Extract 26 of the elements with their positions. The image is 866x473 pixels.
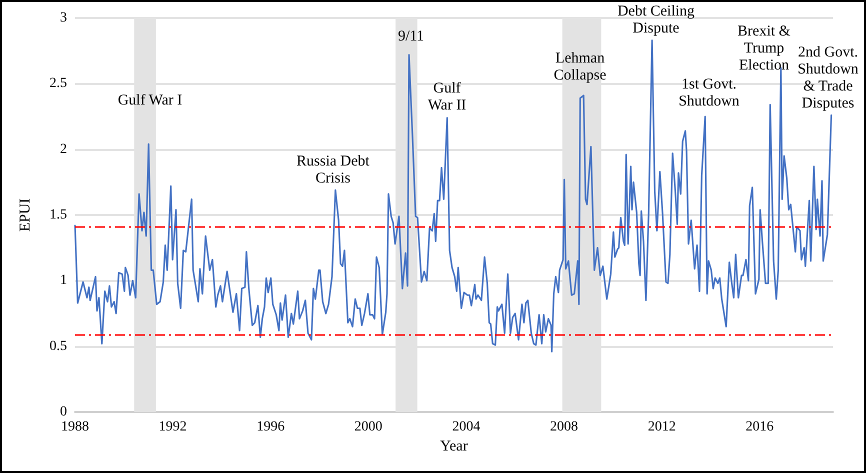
y-tick-label: 1 <box>60 273 67 288</box>
annotation: 2nd Govt. Shutdown & Trade Disputes <box>798 44 859 112</box>
y-tick-label: 0.5 <box>50 338 67 354</box>
x-tick-label: 2012 <box>648 420 676 434</box>
y-tick-label: 2.5 <box>50 76 67 92</box>
x-tick-label: 1992 <box>158 420 187 434</box>
y-tick-label: 1.5 <box>50 208 67 222</box>
annotation: 1st Govt. Shutdown <box>678 76 740 110</box>
annotation: Gulf War I <box>118 92 182 108</box>
x-tick-label: 2004 <box>452 420 480 434</box>
annotation: Debt Ceiling Dispute <box>617 4 696 36</box>
annotation: Gulf War II <box>428 80 466 114</box>
annotation: Russia Debt Crisis <box>296 154 370 186</box>
x-axis-title: Year <box>440 438 468 454</box>
y-tick-label: 3 <box>60 10 67 26</box>
y-tick-label: 0 <box>60 404 67 420</box>
annotation: Lehman Collapse <box>554 50 607 84</box>
y-axis-title: EPUI <box>18 198 34 232</box>
x-tick-label: 2000 <box>354 420 382 434</box>
y-tick-label: 2 <box>60 142 67 157</box>
annotation: Brexit & Trump Election <box>738 24 791 74</box>
annotation: 9/11 <box>398 28 424 44</box>
x-tick-label: 1996 <box>256 420 285 434</box>
x-tick-label: 1988 <box>61 420 89 434</box>
x-tick-label: 2016 <box>746 420 774 434</box>
x-tick-label: 2008 <box>550 420 578 434</box>
